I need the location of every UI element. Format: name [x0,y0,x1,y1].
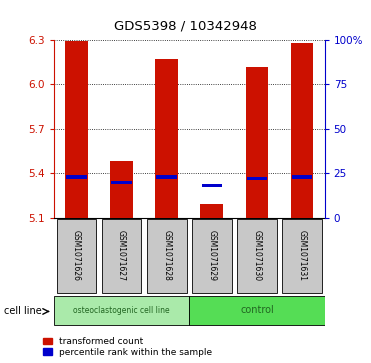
FancyBboxPatch shape [282,219,322,293]
Legend: transformed count, percentile rank within the sample: transformed count, percentile rank withi… [42,335,214,359]
Bar [291,43,313,218]
Text: GSM1071628: GSM1071628 [162,231,171,281]
FancyBboxPatch shape [54,295,189,325]
Text: GSM1071631: GSM1071631 [298,231,306,281]
Text: GSM1071627: GSM1071627 [117,231,126,281]
Bar [157,175,177,179]
Bar [246,66,268,218]
FancyBboxPatch shape [192,219,232,293]
Text: GSM1071626: GSM1071626 [72,231,81,281]
Bar [155,59,178,218]
Text: GSM1071630: GSM1071630 [252,231,262,281]
Bar [200,204,223,218]
FancyBboxPatch shape [189,295,325,325]
FancyBboxPatch shape [56,219,96,293]
Bar [201,184,222,187]
Bar [66,175,86,179]
Bar [247,177,267,180]
Bar [110,162,133,218]
FancyBboxPatch shape [102,219,141,293]
FancyBboxPatch shape [147,219,187,293]
Bar [292,175,312,179]
Text: GSM1071629: GSM1071629 [207,231,216,281]
Bar [111,181,132,184]
FancyBboxPatch shape [237,219,277,293]
Bar [65,41,88,218]
Text: control: control [240,305,274,315]
Text: cell line: cell line [4,306,42,317]
Text: GDS5398 / 10342948: GDS5398 / 10342948 [114,20,257,33]
Text: osteoclastogenic cell line: osteoclastogenic cell line [73,306,170,315]
